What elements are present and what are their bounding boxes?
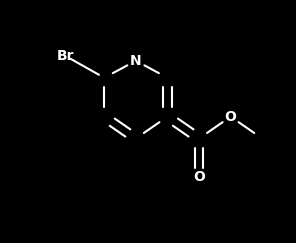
Text: O: O <box>225 110 237 124</box>
Text: N: N <box>130 54 142 68</box>
Text: O: O <box>193 170 205 184</box>
Text: Br: Br <box>57 49 74 63</box>
